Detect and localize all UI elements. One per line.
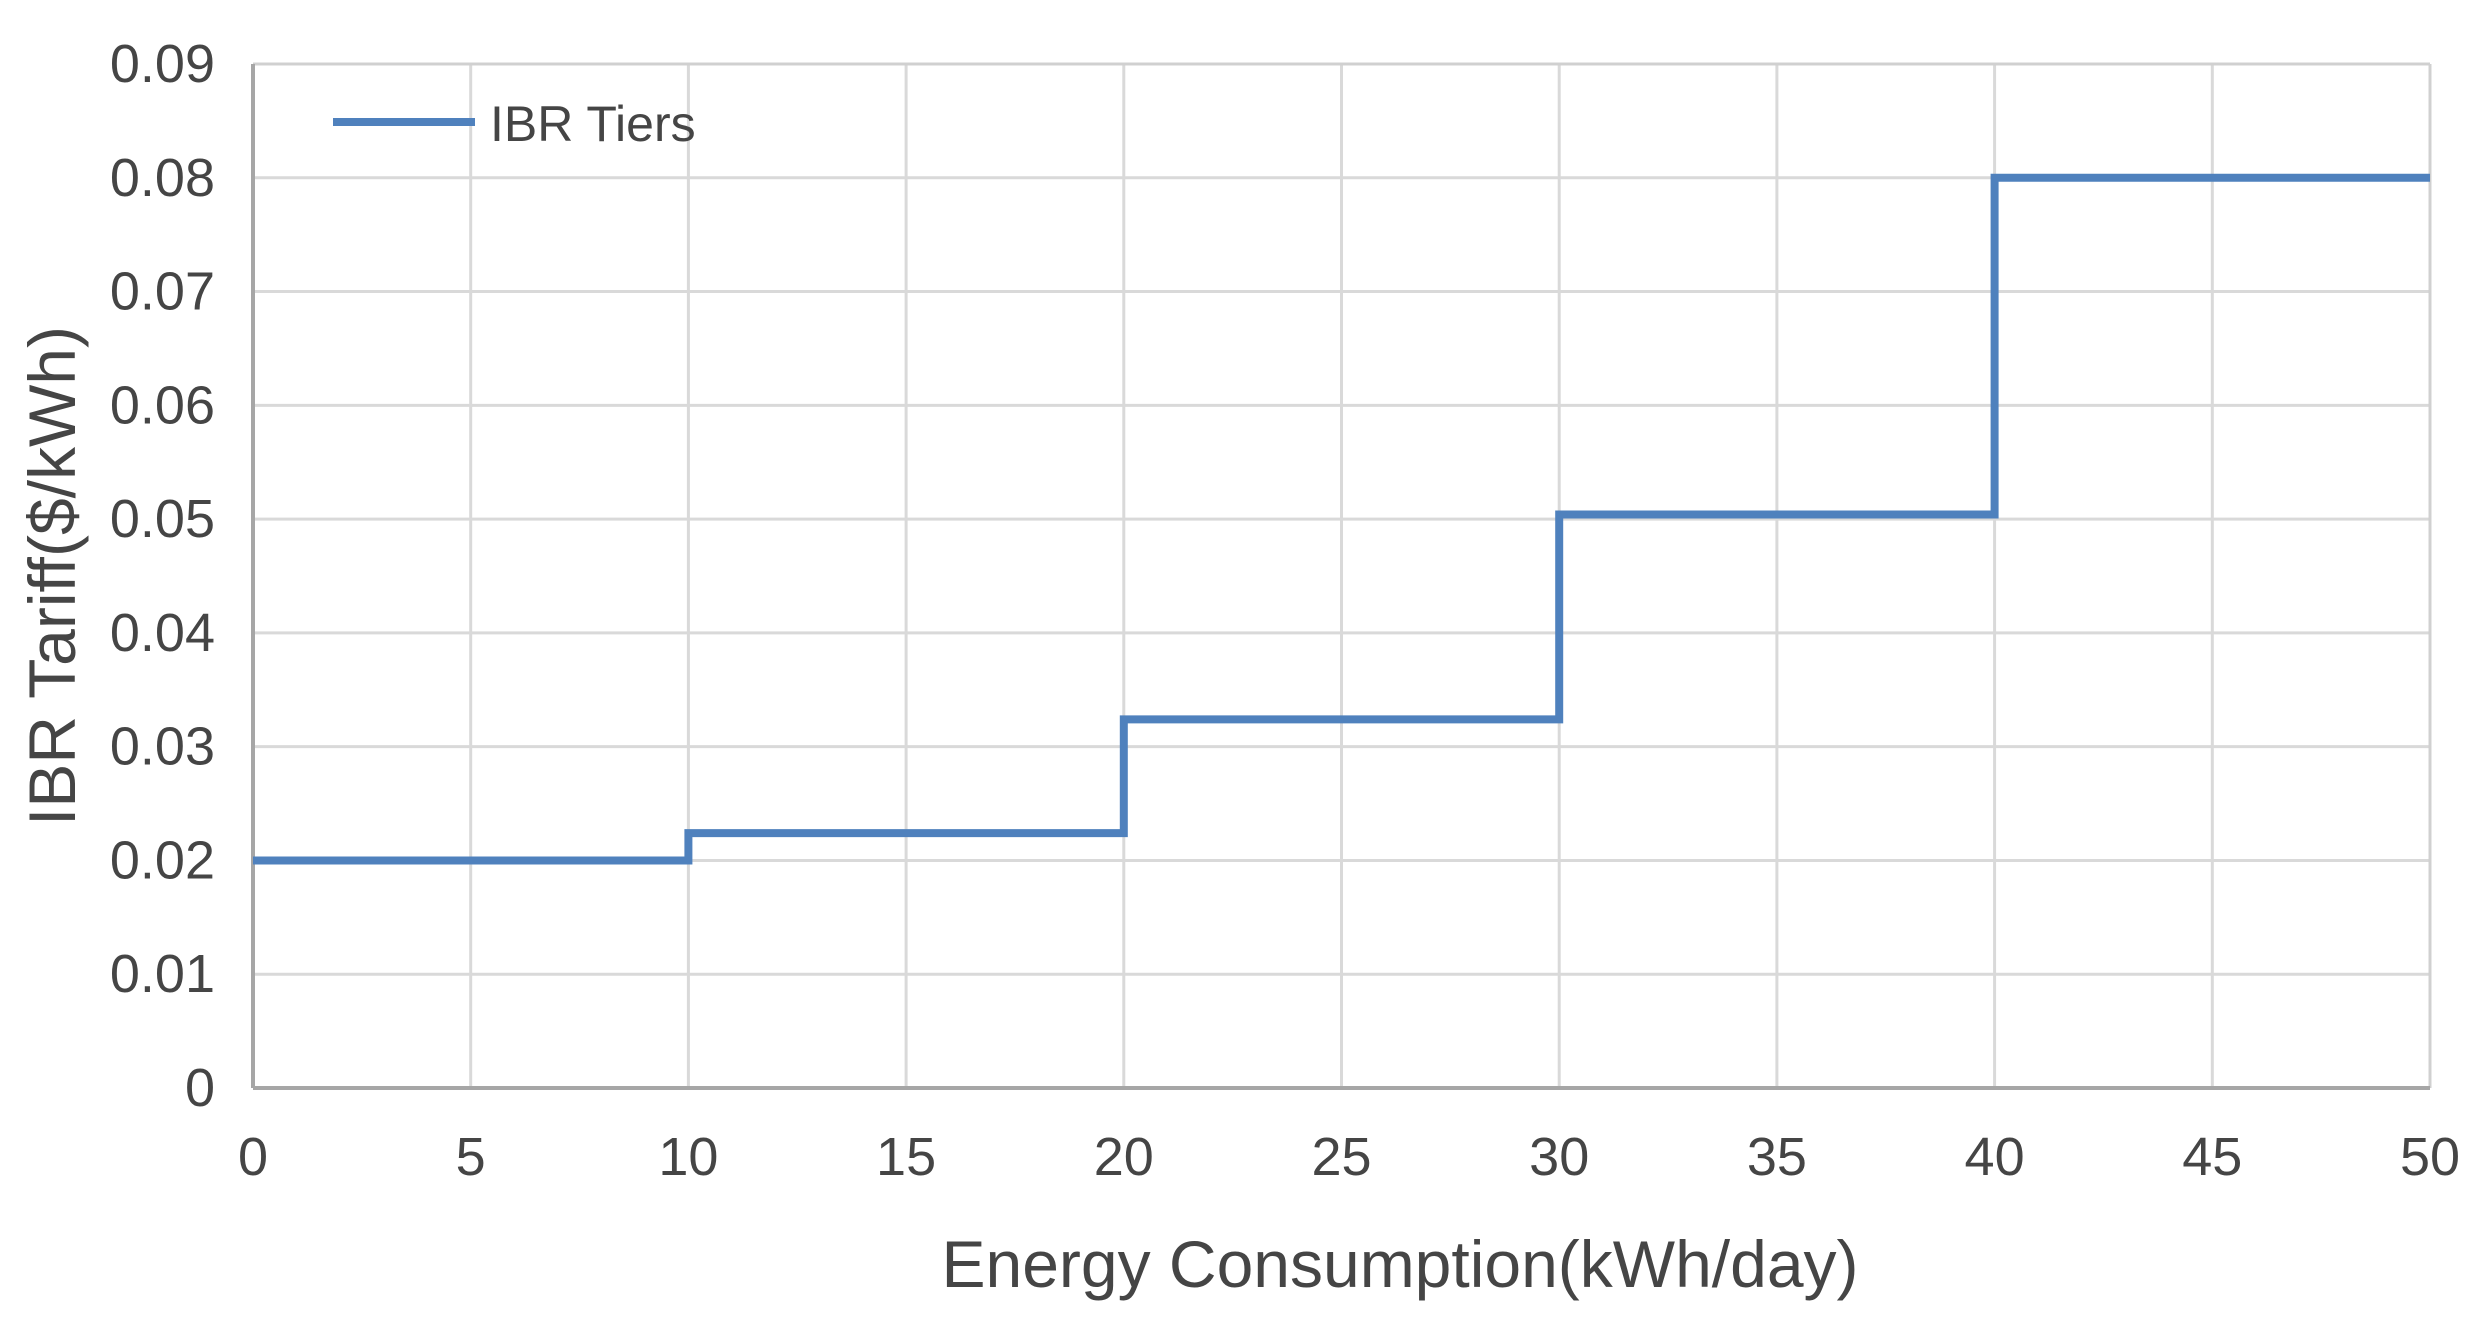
x-tick-label: 40 [1965, 1127, 2025, 1187]
y-tick-label: 0.07 [110, 262, 215, 322]
y-tick-label: 0.03 [110, 717, 215, 777]
x-tick-label: 0 [238, 1127, 268, 1187]
y-tick-label: 0.01 [110, 944, 215, 1004]
ibr-step-line [253, 173, 2430, 865]
plot-border [251, 62, 2432, 1090]
y-tick-label: 0.09 [110, 34, 215, 94]
x-tick-label: 35 [1747, 1127, 1807, 1187]
y-tick-label: 0.05 [110, 489, 215, 549]
legend-label: IBR Tiers [490, 96, 696, 152]
x-axis-title: Energy Consumption(kWh/day) [941, 1227, 1858, 1301]
y-tick-label: 0.06 [110, 375, 215, 435]
x-tick-label: 45 [2182, 1127, 2242, 1187]
x-tick-label: 15 [876, 1127, 936, 1187]
y-tick-label: 0.02 [110, 830, 215, 890]
series [253, 173, 2430, 865]
y-tick-labels: 0 0.01 0.02 0.03 0.04 0.05 0.06 0.07 0.08 0.09 [110, 34, 215, 1118]
x-tick-labels: 0 5 10 15 20 25 30 35 40 45 50 [238, 1127, 2460, 1187]
y-axis-title: IBR Tariff($/kWh) [15, 326, 89, 826]
y-tick-label: 0.08 [110, 148, 215, 208]
legend: IBR Tiers [333, 96, 696, 152]
x-tick-label: 20 [1094, 1127, 1154, 1187]
y-tick-label: 0 [185, 1058, 215, 1118]
x-tick-label: 10 [658, 1127, 718, 1187]
x-tick-label: 25 [1311, 1127, 1371, 1187]
x-tick-label: 5 [456, 1127, 486, 1187]
y-tick-label: 0.04 [110, 603, 215, 663]
x-tick-label: 30 [1529, 1127, 1589, 1187]
x-tick-label: 50 [2400, 1127, 2460, 1187]
gridlines [253, 64, 2430, 1088]
